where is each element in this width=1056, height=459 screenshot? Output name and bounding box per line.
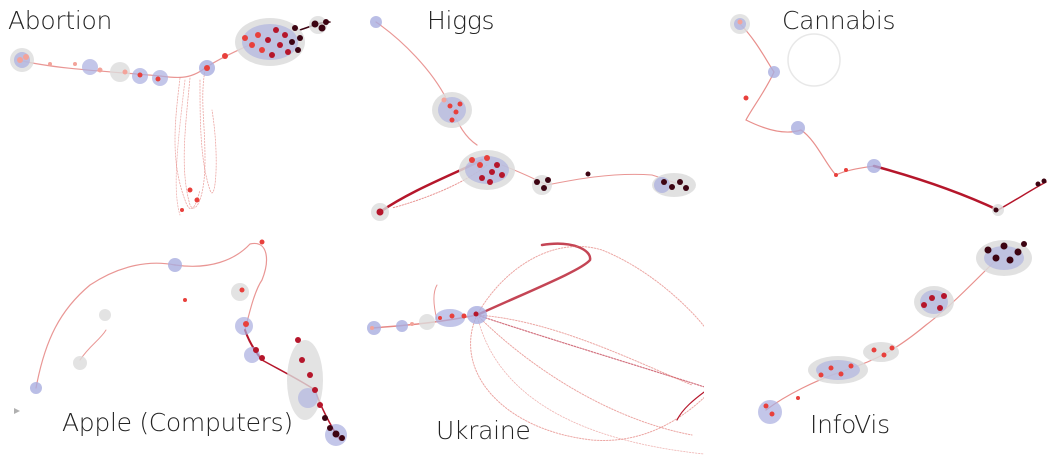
panel-higgs: Higgs	[352, 0, 704, 228]
panel-abortion: Abortion	[0, 0, 350, 228]
trajectory-ukraine	[367, 242, 704, 455]
panel-title: Apple (Computers)	[62, 408, 293, 437]
panel-title: Abortion	[8, 6, 113, 35]
trajectory-apple	[14, 239, 347, 446]
panel-ukraine: Ukraine	[352, 230, 704, 459]
panel-cannabis: Cannabis	[706, 0, 1056, 228]
panel-title: InfoVis	[810, 410, 890, 439]
panel-title: Ukraine	[436, 416, 531, 445]
trajectory-infovis	[758, 240, 1032, 424]
trajectory-abortion	[10, 16, 331, 216]
panel-title: Higgs	[427, 6, 495, 35]
trajectory-higgs	[370, 16, 696, 221]
nodes-abortion	[17, 19, 329, 212]
panel-infovis: InfoVis	[706, 230, 1056, 459]
panel-apple-computers: Apple (Computers)	[0, 230, 350, 459]
panel-title: Cannabis	[782, 6, 896, 35]
trajectory-cannabis	[730, 14, 1047, 216]
